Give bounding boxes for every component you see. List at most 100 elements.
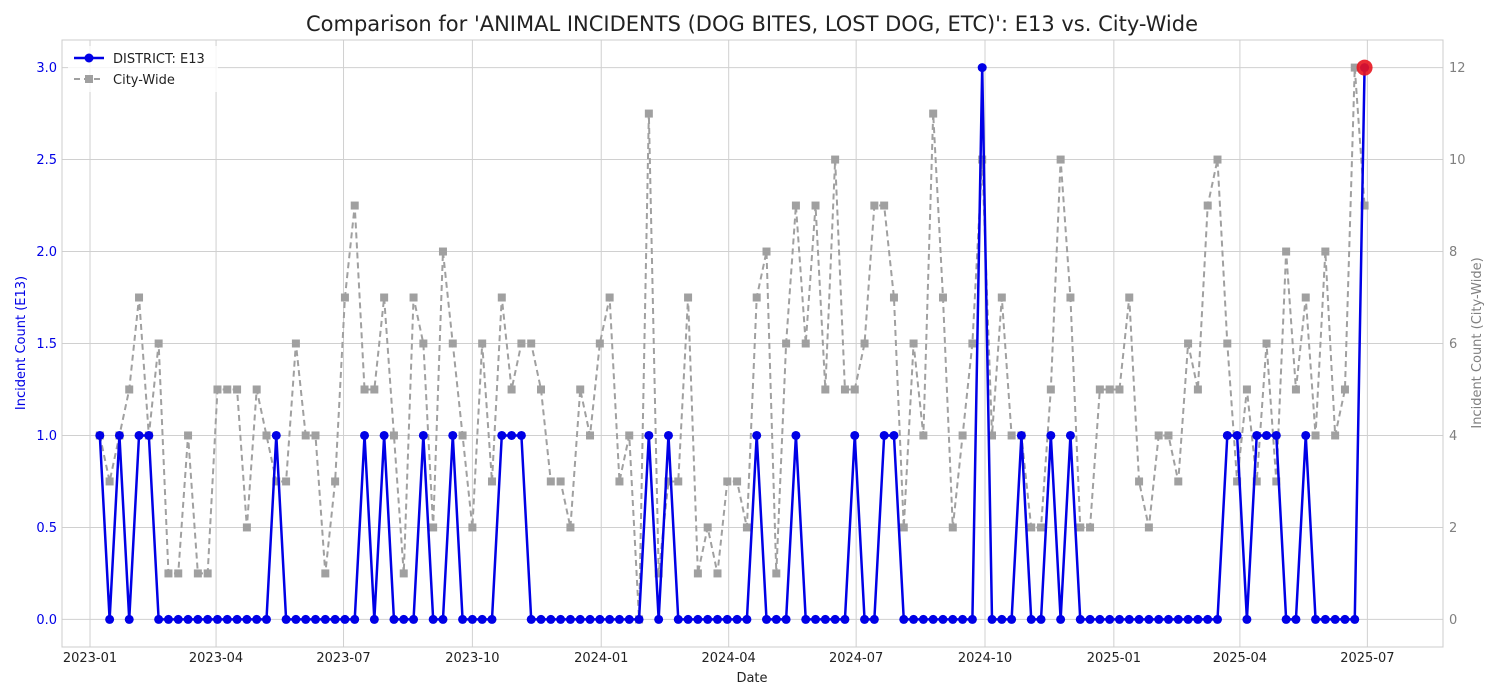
e13-data-point <box>987 614 997 624</box>
e13-data-point <box>1124 614 1134 624</box>
citywide-data-point <box>203 569 212 578</box>
citywide-data-point <box>380 293 389 302</box>
citywide-data-point <box>458 431 467 440</box>
e13-data-point <box>752 430 762 440</box>
e13-data-point <box>1026 614 1036 624</box>
e13-data-point <box>899 614 909 624</box>
e13-data-point <box>212 614 222 624</box>
citywide-data-point <box>1272 477 1281 486</box>
citywide-data-point <box>605 293 614 302</box>
citywide-data-point <box>1184 339 1193 348</box>
e13-data-point <box>438 614 448 624</box>
e13-data-point <box>291 614 301 624</box>
citywide-data-point <box>478 339 487 348</box>
e13-data-point <box>369 614 379 624</box>
e13-data-point <box>340 614 350 624</box>
citywide-data-point <box>1046 385 1055 394</box>
citywide-data-point <box>1203 201 1212 210</box>
e13-data-point <box>977 63 987 73</box>
x-tick-label: 2025-07 <box>1340 651 1394 666</box>
e13-data-point <box>1036 614 1046 624</box>
e13-data-point <box>458 614 468 624</box>
citywide-data-point <box>350 201 359 210</box>
e13-data-point <box>585 614 595 624</box>
e13-data-point <box>771 614 781 624</box>
citywide-data-point <box>821 385 830 394</box>
citywide-data-point <box>1076 523 1085 532</box>
citywide-data-point <box>782 339 791 348</box>
citywide-data-point <box>1301 293 1310 302</box>
citywide-data-point <box>703 523 712 532</box>
e13-data-point <box>997 614 1007 624</box>
citywide-data-point <box>566 523 575 532</box>
e13-data-point <box>1262 430 1272 440</box>
citywide-data-point <box>497 293 506 302</box>
left-y-axis-label: Incident Count (E13) <box>14 276 29 410</box>
left-y-tick-label: 0.5 <box>36 521 57 536</box>
citywide-data-point <box>517 339 526 348</box>
e13-data-point <box>261 614 271 624</box>
citywide-data-point <box>889 293 898 302</box>
citywide-data-point <box>1360 201 1369 210</box>
citywide-data-point <box>840 385 849 394</box>
e13-data-point <box>1065 430 1075 440</box>
citywide-data-point <box>184 431 193 440</box>
citywide-data-point <box>576 385 585 394</box>
citywide-data-point <box>1174 477 1183 486</box>
citywide-data-point <box>448 339 457 348</box>
citywide-data-point <box>742 523 751 532</box>
e13-data-point <box>487 614 497 624</box>
right-y-tick-label: 8 <box>1449 245 1457 260</box>
e13-data-point <box>1330 614 1340 624</box>
e13-data-point <box>1173 614 1183 624</box>
x-tick-label: 2023-07 <box>316 651 370 666</box>
citywide-data-point <box>213 385 222 394</box>
e13-data-point <box>1056 614 1066 624</box>
e13-data-point <box>801 614 811 624</box>
citywide-data-point <box>223 385 232 394</box>
e13-data-point <box>1350 614 1360 624</box>
left-y-tick-label: 1.0 <box>36 429 57 444</box>
e13-data-point <box>948 614 958 624</box>
left-y-tick-label: 2.5 <box>36 153 57 168</box>
citywide-data-point <box>929 109 938 118</box>
e13-data-point <box>791 430 801 440</box>
citywide-data-point <box>978 155 987 164</box>
citywide-data-point <box>595 339 604 348</box>
e13-data-point <box>918 614 928 624</box>
e13-data-point <box>605 614 615 624</box>
citywide-data-point <box>958 431 967 440</box>
legend-box <box>68 46 218 92</box>
e13-data-point <box>1311 614 1321 624</box>
citywide-data-point <box>870 201 879 210</box>
e13-data-point <box>1242 614 1252 624</box>
left-y-tick-label: 2.0 <box>36 245 57 260</box>
citywide-data-point <box>546 477 555 486</box>
e13-data-point <box>1203 614 1213 624</box>
e13-data-point <box>1193 614 1203 624</box>
e13-data-point <box>712 614 722 624</box>
latest-highlight-marker <box>1356 59 1373 76</box>
e13-data-point <box>860 614 870 624</box>
citywide-data-point <box>389 431 398 440</box>
e13-data-point <box>595 614 605 624</box>
left-y-tick-label: 3.0 <box>36 61 57 76</box>
e13-data-point <box>330 614 340 624</box>
e13-data-point <box>909 614 919 624</box>
e13-data-point <box>1281 614 1291 624</box>
e13-data-point <box>575 614 585 624</box>
e13-data-point <box>938 614 948 624</box>
citywide-data-point <box>899 523 908 532</box>
e13-data-point <box>144 430 154 440</box>
e13-data-point <box>1085 614 1095 624</box>
e13-data-point <box>967 614 977 624</box>
e13-data-point <box>556 614 566 624</box>
right-y-axis-ticks: 0 2 4 6 8 10 12 <box>1449 61 1466 628</box>
e13-data-point <box>634 614 644 624</box>
x-tick-label: 2025-01 <box>1087 651 1141 666</box>
citywide-data-point <box>762 247 771 256</box>
e13-data-point <box>820 614 830 624</box>
citywide-data-point <box>125 385 134 394</box>
citywide-data-point <box>242 523 251 532</box>
